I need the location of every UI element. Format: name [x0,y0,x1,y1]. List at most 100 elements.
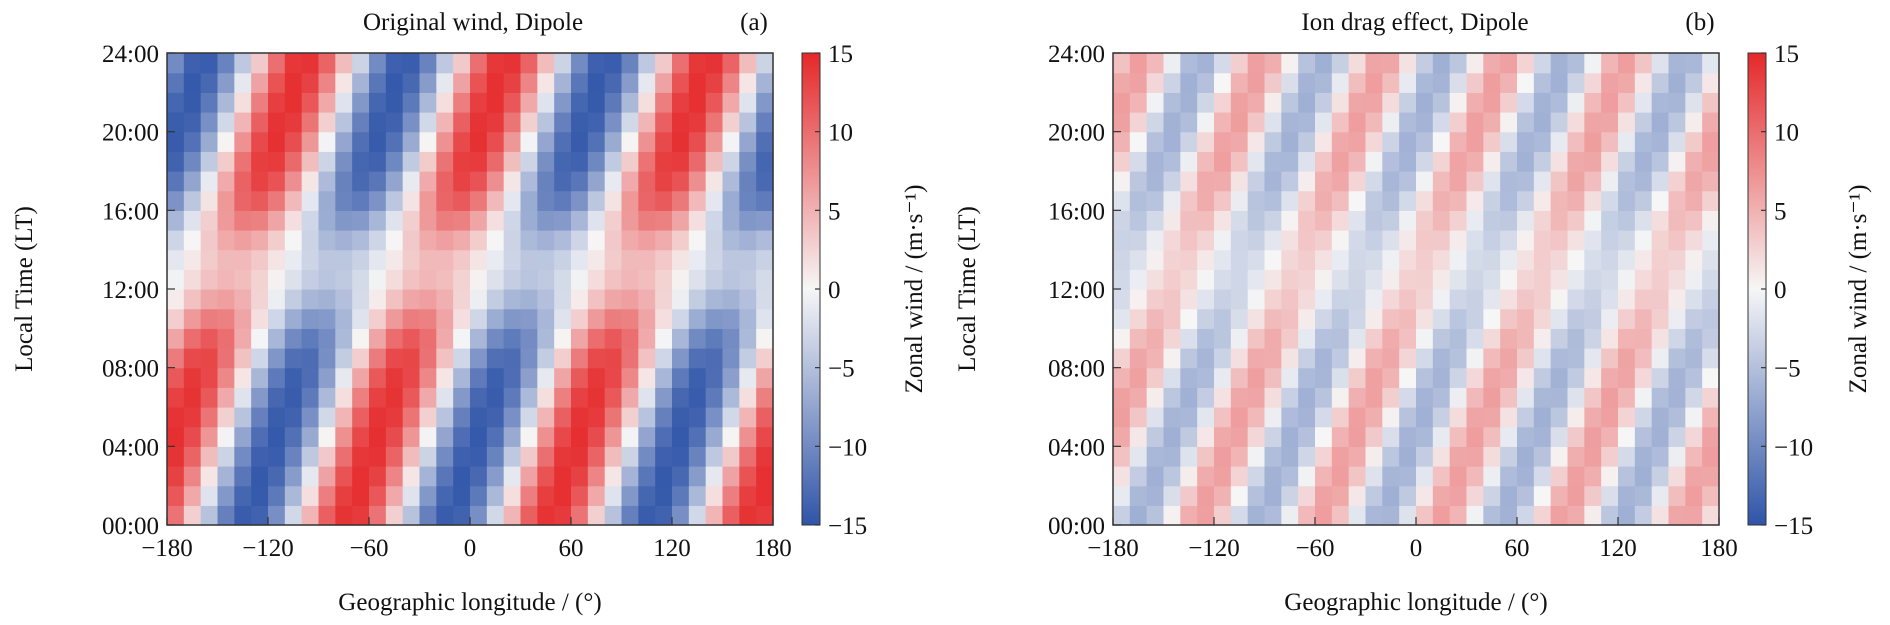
heatmap-cell [284,367,303,388]
heatmap-cell [739,190,757,211]
heatmap-cell [1315,328,1333,349]
heatmap-cell [1500,171,1518,192]
heatmap-cell [739,407,757,428]
panel-a-x-ticks: −180 −120 −60 0 60 120 180 [141,517,792,562]
heatmap-cell [1399,367,1417,388]
heatmap-cell [1685,387,1703,408]
heatmap-cell [369,230,387,251]
heatmap-cell [1483,348,1501,369]
heatmap-cell [1702,387,1720,408]
heatmap-cell [200,466,219,487]
heatmap-cell [1315,53,1333,74]
heatmap-cell [672,151,690,172]
heatmap-cell [1567,92,1585,113]
heatmap-cell [1517,72,1535,93]
heatmap-cell [470,485,488,506]
heatmap-cell [1113,308,1131,329]
heatmap-cell [251,348,269,369]
heatmap-cell [520,92,538,113]
heatmap-cell [1298,269,1316,290]
heatmap-cell [301,151,320,172]
heatmap-cell [1214,446,1232,467]
heatmap-cell [352,446,370,467]
heatmap-cell [604,249,623,270]
heatmap-cell [672,466,690,487]
heatmap-cell [419,289,437,310]
heatmap-cell [1550,308,1569,329]
heatmap-cell [554,92,572,113]
heatmap-cell [688,348,707,369]
heatmap-cell [672,131,690,152]
heatmap-cell [1517,407,1535,428]
heatmap-cell [268,92,286,113]
heatmap-cell [1618,72,1636,93]
heatmap-cell [1483,249,1501,270]
heatmap-cell [1584,446,1602,467]
heatmap-cell [1584,210,1602,231]
heatmap-cell [1281,269,1299,290]
heatmap-cell [301,308,320,329]
heatmap-cell [756,190,774,211]
heatmap-cell [705,72,724,93]
heatmap-cell [453,308,471,329]
heatmap-cell [1466,485,1484,506]
heatmap-cell [739,171,757,192]
heatmap-cell [1702,308,1720,329]
heatmap-cell [335,131,353,152]
heatmap-cell [1331,269,1350,290]
heatmap-cell [672,426,690,447]
heatmap-cell [655,230,673,251]
heatmap-cell [1180,92,1198,113]
heatmap-cell [1685,269,1703,290]
heatmap-cell [1702,269,1720,290]
heatmap-cell [1668,407,1686,428]
heatmap-cell [1348,131,1367,152]
heatmap-cell [1533,407,1552,428]
heatmap-cell [352,112,370,133]
heatmap-cell [1214,308,1232,329]
heatmap-cell [1432,289,1451,310]
heatmap-cell [234,53,252,74]
heatmap-cell [1651,289,1670,310]
heatmap-cell [520,308,538,329]
heatmap-cell [1432,171,1451,192]
heatmap-cell [167,131,185,152]
heatmap-cell [1634,72,1653,93]
heatmap-cell [1247,171,1266,192]
heatmap-cell [183,289,202,310]
heatmap-cell [1180,249,1198,270]
heatmap-cell [655,190,673,211]
heatmap-cell [537,466,555,487]
heatmap-cell [1146,53,1165,74]
heatmap-cell [486,269,505,290]
heatmap-cell [1651,446,1670,467]
heatmap-cell [705,53,724,74]
heatmap-cell [688,53,707,74]
heatmap-cell [369,446,387,467]
heatmap-cell [1517,505,1535,526]
heatmap-cell [234,308,252,329]
heatmap-cell [1230,72,1249,93]
heatmap-cell [251,151,269,172]
heatmap-cell [234,249,252,270]
heatmap-cell [234,230,252,251]
heatmap-cell [621,308,639,329]
heatmap-cell [385,426,404,447]
heatmap-cell [251,92,269,113]
heatmap-cell [1298,466,1316,487]
heatmap-cell [1264,466,1282,487]
heatmap-cell [436,485,454,506]
heatmap-cell [537,426,555,447]
heatmap-cell [1348,387,1367,408]
heatmap-cell [1298,249,1316,270]
heatmap-cell [1281,230,1299,251]
heatmap-cell [335,367,353,388]
heatmap-cell [318,328,336,349]
heatmap-cell [739,53,757,74]
heatmap-cell [1618,210,1636,231]
heatmap-cell [1500,485,1518,506]
heatmap-cell [1584,92,1602,113]
heatmap-cell [503,230,522,251]
heatmap-cell [739,289,757,310]
heatmap-cell [1601,485,1619,506]
